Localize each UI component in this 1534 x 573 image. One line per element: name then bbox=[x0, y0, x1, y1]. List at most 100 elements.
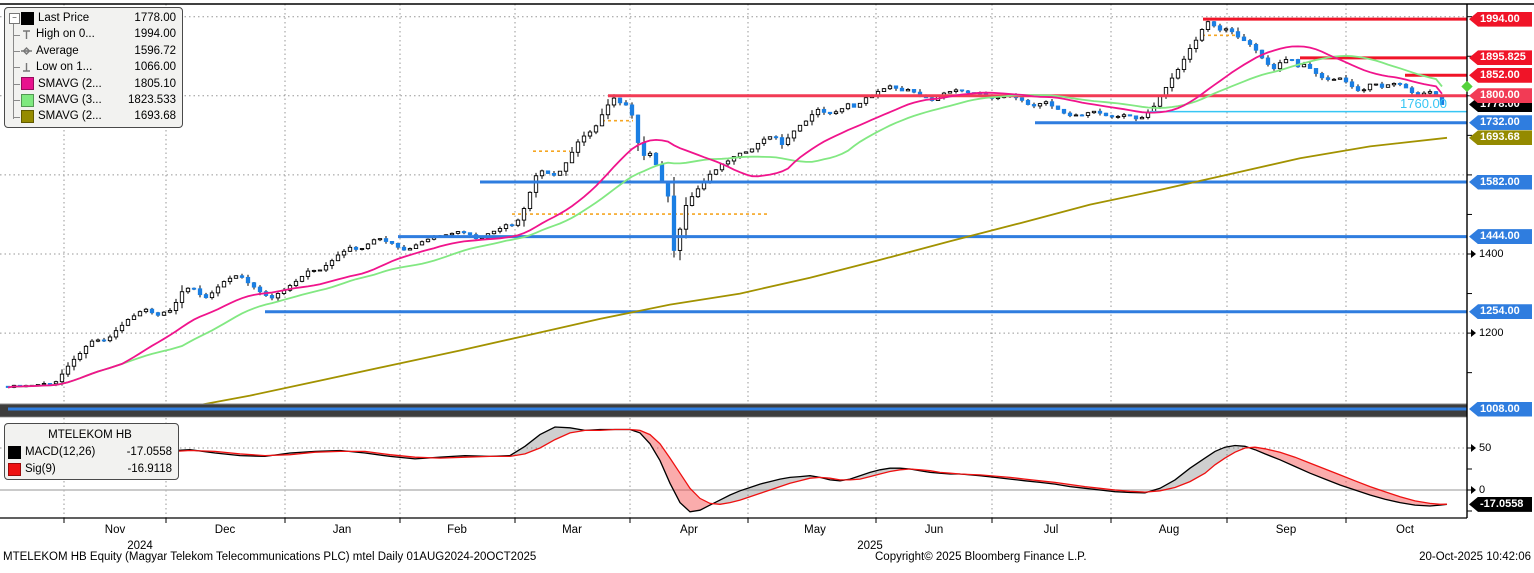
legend-tree-gutter bbox=[8, 76, 21, 92]
tick-arrow-icon bbox=[1471, 250, 1476, 259]
macd-last-value-label: -17.0558 bbox=[1469, 496, 1532, 512]
macd-series bbox=[7, 426, 1448, 513]
high-marker-icon bbox=[23, 29, 30, 39]
average-marker-icon bbox=[21, 47, 32, 56]
legend-series-label: SMAVG (2... bbox=[38, 110, 102, 123]
x-axis-month-Apr: Apr bbox=[680, 524, 698, 536]
legend-tree-stub bbox=[13, 34, 20, 36]
series-swatch-icon bbox=[8, 462, 21, 476]
legend-tree-gutter bbox=[8, 109, 21, 125]
price-legend-item-5[interactable]: SMAVG (3... 1823.533 bbox=[8, 92, 176, 108]
x-axis-month-Aug: Aug bbox=[1158, 524, 1180, 536]
legend-series-value: 1693.68 bbox=[134, 110, 176, 123]
price-label-1994.00[interactable]: 1994.00 bbox=[1469, 11, 1532, 27]
legend-series-value: 1994.00 bbox=[134, 28, 176, 41]
x-axis-year-2024: 2024 bbox=[127, 540, 153, 552]
gridlines bbox=[0, 4, 1467, 523]
macd-legend-box[interactable]: MTELEKOM HB MACD(12,26) -17.0558 Sig(9) -16… bbox=[4, 423, 179, 481]
price-legend-item-4[interactable]: SMAVG (2... 1805.10 bbox=[8, 76, 176, 92]
sma-long-line bbox=[177, 136, 1448, 410]
price-label-1693.68[interactable]: 1693.68 bbox=[1469, 130, 1532, 146]
macd-legend-item-0[interactable]: MACD(12,26) -17.0558 bbox=[8, 444, 172, 460]
macd-axis-tick-0: 0 bbox=[1471, 484, 1485, 496]
sma-mid-line bbox=[7, 54, 1443, 389]
price-label-1008.00[interactable]: 1008.00 bbox=[1469, 401, 1532, 417]
inline-level-label-1760.00: 1760.00 bbox=[1400, 95, 1447, 111]
low-marker-icon bbox=[23, 63, 30, 73]
price-legend-item-6[interactable]: SMAVG (2... 1693.68 bbox=[8, 108, 176, 124]
price-axis-tick-1200: 1200 bbox=[1471, 327, 1503, 339]
series-swatch-icon bbox=[21, 93, 34, 107]
tick-arrow-icon bbox=[1471, 486, 1476, 495]
x-axis-month-Feb: Feb bbox=[447, 524, 467, 536]
legend-tree-gutter bbox=[8, 43, 21, 59]
price-label-1852.00[interactable]: 1852.00 bbox=[1469, 67, 1532, 83]
macd-line bbox=[7, 426, 1448, 513]
price-legend-item-1[interactable]: High on 0... 1994.00 bbox=[8, 26, 176, 42]
series-swatch-icon bbox=[21, 11, 34, 25]
x-axis-month-Dec: Dec bbox=[214, 524, 236, 536]
x-axis-month-Jul: Jul bbox=[1043, 524, 1059, 536]
series-swatch-icon bbox=[21, 110, 34, 124]
price-label-1254.00[interactable]: 1254.00 bbox=[1469, 304, 1532, 320]
x-axis-month-Mar: Mar bbox=[562, 524, 582, 536]
sma-fast-line bbox=[7, 45, 1443, 389]
series-swatch-icon bbox=[21, 77, 34, 91]
macd-series-value: -17.0558 bbox=[126, 446, 172, 459]
legend-series-label: Last Price bbox=[38, 12, 90, 24]
macd-series-label: MACD(12,26) bbox=[25, 446, 96, 459]
price-legend-item-0[interactable]: − Last Price 1778.00 bbox=[8, 10, 176, 26]
legend-series-label: SMAVG (3... bbox=[38, 94, 102, 107]
price-axis-tick-1400: 1400 bbox=[1471, 248, 1503, 260]
legend-tree-gutter bbox=[8, 59, 21, 75]
legend-series-value: 1596.72 bbox=[134, 44, 176, 57]
legend-collapse-icon[interactable]: − bbox=[9, 13, 20, 25]
gap-markers bbox=[512, 34, 1466, 215]
price-legend-item-2[interactable]: Average 1596.72 bbox=[8, 43, 176, 59]
x-axis-month-May: May bbox=[804, 524, 826, 536]
legend-tree-gutter: − bbox=[8, 10, 21, 26]
legend-tree-stub bbox=[13, 116, 20, 118]
timestamp-text: 20-Oct-2025 10:42:06 bbox=[1419, 551, 1531, 563]
panel-frame bbox=[0, 3, 1534, 519]
price-label-1800.00[interactable]: 1800.00 bbox=[1469, 88, 1532, 104]
chart-description: MTELEKOM HB Equity (Magyar Telekom Telec… bbox=[3, 551, 537, 563]
legend-tree-stub bbox=[13, 100, 20, 102]
support-resistance-lines[interactable] bbox=[8, 17, 1467, 411]
price-label-1732.00[interactable]: 1732.00 bbox=[1469, 115, 1532, 131]
legend-tree-gutter bbox=[8, 92, 21, 108]
legend-series-label: High on 0... bbox=[36, 28, 95, 41]
legend-tree-stub bbox=[13, 83, 20, 85]
moving-average-lines bbox=[7, 45, 1448, 410]
price-legend-box[interactable]: − Last Price 1778.00 High on 0... 1994.00 Ave… bbox=[4, 7, 183, 128]
macd-legend-item-1[interactable]: Sig(9) -16.9118 bbox=[8, 461, 172, 477]
price-label-1582.00[interactable]: 1582.00 bbox=[1469, 174, 1532, 190]
tick-arrow-icon bbox=[1471, 329, 1476, 338]
x-axis-month-Jan: Jan bbox=[332, 524, 352, 536]
macd-signal-line bbox=[7, 428, 1448, 505]
legend-tree-gutter bbox=[8, 27, 21, 43]
x-axis-month-Oct: Oct bbox=[1396, 524, 1414, 536]
legend-series-value: 1778.00 bbox=[134, 12, 176, 24]
price-legend-item-3[interactable]: Low on 1... 1066.00 bbox=[8, 59, 176, 75]
sma-green-endpoint-marker bbox=[1461, 80, 1473, 93]
legend-tree-line bbox=[13, 22, 14, 119]
legend-tree-stub bbox=[13, 67, 20, 69]
legend-series-label: Low on 1... bbox=[36, 61, 93, 74]
macd-legend-title: MTELEKOM HB bbox=[48, 429, 132, 441]
x-axis-month-Jun: Jun bbox=[924, 524, 944, 536]
candlestick-series bbox=[5, 20, 1445, 389]
macd-series-label: Sig(9) bbox=[25, 462, 56, 475]
copyright-text: Copyright© 2025 Bloomberg Finance L.P. bbox=[875, 551, 1087, 563]
price-label-1895.825[interactable]: 1895.825 bbox=[1469, 50, 1532, 66]
price-label-1444.00[interactable]: 1444.00 bbox=[1469, 229, 1532, 245]
legend-series-value: 1805.10 bbox=[134, 77, 176, 90]
tick-arrow-icon bbox=[1471, 444, 1476, 453]
legend-tree-stub bbox=[13, 51, 20, 53]
legend-series-value: 1066.00 bbox=[134, 61, 176, 74]
legend-series-value: 1823.533 bbox=[128, 94, 176, 107]
x-axis-year-2025: 2025 bbox=[857, 540, 883, 552]
x-axis-month-Sep: Sep bbox=[1275, 524, 1297, 536]
